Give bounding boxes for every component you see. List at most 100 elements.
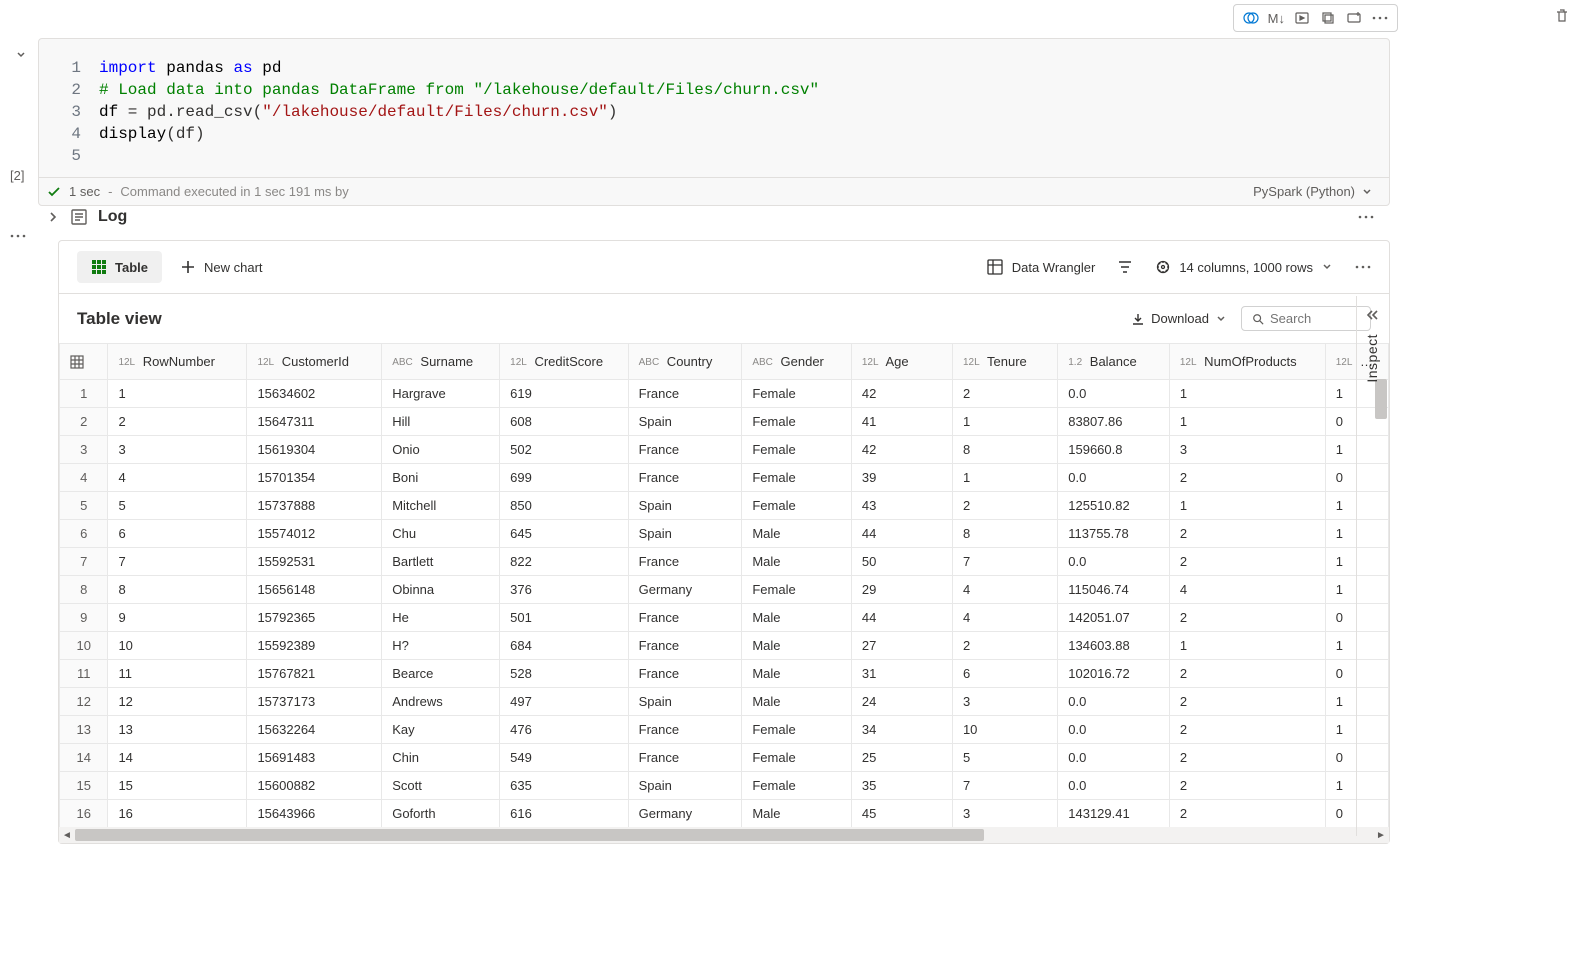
data-cell: 10: [952, 716, 1057, 744]
data-cell: 0.0: [1058, 688, 1170, 716]
new-chart-label: New chart: [204, 260, 263, 275]
data-cell: 2: [1169, 800, 1325, 828]
column-header[interactable]: ABC Country: [628, 344, 742, 380]
data-cell: 134603.88: [1058, 632, 1170, 660]
data-cell: Andrews: [382, 688, 500, 716]
data-cell: 15737888: [247, 492, 382, 520]
table-row[interactable]: 1115634602Hargrave619FranceFemale4220.01…: [60, 380, 1389, 408]
code-editor[interactable]: 12345 import pandas as pd# Load data int…: [39, 39, 1389, 177]
data-cell: Female: [742, 408, 852, 436]
table-row[interactable]: 8815656148Obinna376GermanyFemale29411504…: [60, 576, 1389, 604]
columns-rows-selector[interactable]: 14 columns, 1000 rows: [1155, 259, 1333, 275]
data-cell: 608: [500, 408, 628, 436]
row-index-cell: 2: [60, 408, 108, 436]
data-cell: Male: [742, 604, 852, 632]
data-cell: 12: [108, 688, 247, 716]
table-row[interactable]: 9915792365He501FranceMale444142051.0720: [60, 604, 1389, 632]
table-row[interactable]: 131315632264Kay476FranceFemale34100.021: [60, 716, 1389, 744]
data-cell: Scott: [382, 772, 500, 800]
data-cell: 83807.86: [1058, 408, 1170, 436]
data-cell: 5: [108, 492, 247, 520]
scroll-left-icon[interactable]: ◄: [59, 827, 75, 843]
search-input[interactable]: [1270, 311, 1360, 326]
column-header[interactable]: 12L CustomerId: [247, 344, 382, 380]
data-cell: 113755.78: [1058, 520, 1170, 548]
data-cell: 2: [1169, 520, 1325, 548]
markdown-toggle[interactable]: M↓: [1268, 11, 1285, 26]
column-header[interactable]: 12L RowNumber: [108, 344, 247, 380]
expand-log-icon[interactable]: [46, 210, 60, 224]
data-cell: 44: [851, 520, 952, 548]
column-header[interactable]: 1.2 Balance: [1058, 344, 1170, 380]
data-cell: 2: [1169, 716, 1325, 744]
table-row[interactable]: 2215647311Hill608SpainFemale41183807.861…: [60, 408, 1389, 436]
copy-icon[interactable]: [1319, 9, 1337, 27]
table-row[interactable]: 5515737888Mitchell850SpainFemale43212551…: [60, 492, 1389, 520]
data-wrangler-button[interactable]: Data Wrangler: [986, 258, 1096, 276]
add-below-icon[interactable]: [1345, 9, 1363, 27]
data-cell: 1: [952, 464, 1057, 492]
data-cell: 42: [851, 436, 952, 464]
table-row[interactable]: 141415691483Chin549FranceFemale2550.020: [60, 744, 1389, 772]
horizontal-scrollbar[interactable]: ◄ ►: [59, 827, 1389, 843]
data-cell: 10: [108, 632, 247, 660]
column-header[interactable]: ABC Gender: [742, 344, 852, 380]
data-cell: 31: [851, 660, 952, 688]
kernel-selector[interactable]: PySpark (Python): [1253, 184, 1373, 199]
log-more-icon[interactable]: [1358, 215, 1374, 219]
data-cell: 15632264: [247, 716, 382, 744]
table-row[interactable]: 6615574012Chu645SpainMale448113755.7821: [60, 520, 1389, 548]
run-cell-icon[interactable]: [1293, 9, 1311, 27]
delete-cell-icon[interactable]: [1554, 8, 1572, 26]
tab-table[interactable]: Table: [77, 251, 162, 283]
log-label: Log: [98, 208, 127, 226]
output-more-icon[interactable]: [1355, 265, 1371, 269]
data-cell: France: [628, 660, 742, 688]
data-cell: Male: [742, 632, 852, 660]
horizontal-scrollbar-thumb[interactable]: [75, 829, 984, 841]
data-cell: Female: [742, 576, 852, 604]
data-cell: 6: [108, 520, 247, 548]
data-cell: 2: [1169, 688, 1325, 716]
row-index-cell: 15: [60, 772, 108, 800]
table-row[interactable]: 121215737173Andrews497SpainMale2430.021: [60, 688, 1389, 716]
table-row[interactable]: 111115767821Bearce528FranceMale316102016…: [60, 660, 1389, 688]
column-header[interactable]: 12L NumOfProducts: [1169, 344, 1325, 380]
code-content[interactable]: import pandas as pd# Load data into pand…: [99, 57, 1389, 167]
table-row[interactable]: 4415701354Boni699FranceFemale3910.020: [60, 464, 1389, 492]
data-cell: 0.0: [1058, 464, 1170, 492]
table-row[interactable]: 3315619304Onio502FranceFemale428159660.8…: [60, 436, 1389, 464]
data-cell: Germany: [628, 800, 742, 828]
data-grid[interactable]: 12L RowNumber12L CustomerIdABC Surname12…: [59, 343, 1389, 827]
columns-rows-label: 14 columns, 1000 rows: [1179, 260, 1313, 275]
table-row[interactable]: 151515600882Scott635SpainFemale3570.021: [60, 772, 1389, 800]
filter-icon[interactable]: [1117, 259, 1133, 275]
search-box[interactable]: [1241, 306, 1371, 331]
data-cell: 35: [851, 772, 952, 800]
table-title-row: Table view Download: [59, 294, 1389, 343]
table-row[interactable]: 101015592389H?684FranceMale272134603.881…: [60, 632, 1389, 660]
inspect-label: Inspect: [1364, 334, 1380, 383]
output-header: Table New chart Data Wrangler 14 columns…: [59, 241, 1389, 294]
column-header[interactable]: 12L CreditScore: [500, 344, 628, 380]
data-cell: 1: [1169, 492, 1325, 520]
cell-output-more-icon[interactable]: [10, 234, 26, 238]
cell-toolbar: M↓: [1233, 4, 1398, 32]
row-index-cell: 4: [60, 464, 108, 492]
data-cell: 159660.8: [1058, 436, 1170, 464]
column-header[interactable]: ABC Surname: [382, 344, 500, 380]
column-header[interactable]: 12L Age: [851, 344, 952, 380]
more-icon[interactable]: [1371, 9, 1389, 27]
column-header[interactable]: 12L Tenure: [952, 344, 1057, 380]
data-cell: Female: [742, 436, 852, 464]
expand-inspect-icon[interactable]: [1364, 308, 1380, 324]
new-chart-button[interactable]: New chart: [180, 259, 263, 275]
copilot-icon[interactable]: [1242, 9, 1260, 27]
download-button[interactable]: Download: [1131, 311, 1227, 326]
inspect-panel-collapsed[interactable]: Inspect: [1356, 296, 1386, 836]
table-row[interactable]: 161615643966Goforth616GermanyMale4531431…: [60, 800, 1389, 828]
data-cell: 3: [108, 436, 247, 464]
data-cell: Boni: [382, 464, 500, 492]
table-row[interactable]: 7715592531Bartlett822FranceMale5070.021: [60, 548, 1389, 576]
collapse-cell-icon[interactable]: [14, 48, 28, 62]
